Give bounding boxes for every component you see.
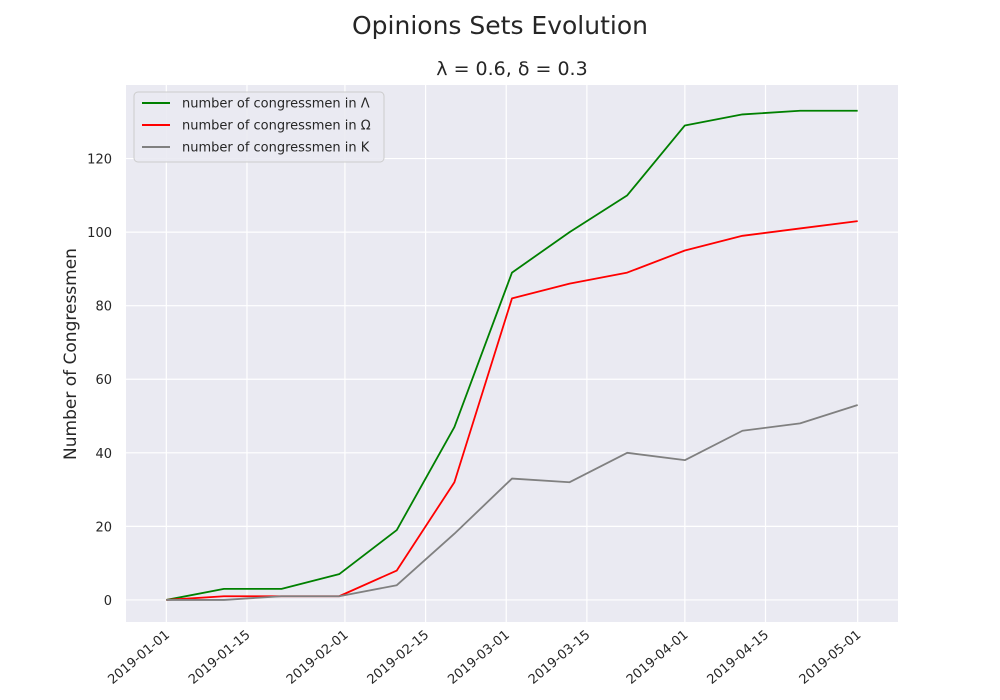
chart-title: Opinions Sets Evolution [352, 11, 648, 40]
x-tick-label: 2019-04-15 [705, 628, 773, 688]
legend-label-0: number of congressmen in Λ [182, 97, 370, 112]
x-tick-label: 2019-01-15 [186, 628, 254, 688]
x-tick-label: 2019-03-15 [526, 628, 594, 688]
chart-subtitle: λ = 0.6, δ = 0.3 [436, 58, 587, 80]
x-tick-label: 2019-02-15 [365, 628, 433, 688]
legend-label-2: number of congressmen in Κ [182, 141, 370, 156]
x-gridlines [165, 85, 859, 622]
y-tick-label: 60 [95, 373, 112, 388]
y-tick-label: 20 [95, 520, 112, 535]
y-tick-labels: 0 20 40 60 80 100 120 [87, 153, 112, 609]
y-tick-label: 120 [87, 153, 112, 168]
series-lines [166, 109, 858, 601]
y-axis-label: Number of Congressmen [61, 248, 81, 460]
legend-label-1: number of congressmen in Ω [182, 119, 371, 134]
plot-area [126, 85, 898, 622]
x-tick-label: 2019-03-01 [445, 628, 513, 688]
x-tick-label: 2019-02-01 [284, 628, 352, 688]
x-tick-label: 2019-04-01 [624, 628, 692, 688]
x-tick-label: 2019-05-01 [797, 628, 865, 688]
y-tick-label: 80 [95, 300, 112, 315]
y-tick-label: 40 [95, 447, 112, 462]
x-tick-labels: 2019-01-01 2019-01-15 2019-02-01 2019-02-15… [105, 628, 864, 688]
y-tick-label: 100 [87, 226, 112, 241]
legend: number of congressmen in Λ number of cong… [133, 91, 385, 163]
series-line-0 [166, 109, 858, 601]
x-tick-label: 2019-01-01 [105, 628, 173, 688]
series-line-2 [166, 404, 858, 601]
legend-box [133, 91, 385, 163]
y-tick-label: 0 [104, 594, 112, 609]
